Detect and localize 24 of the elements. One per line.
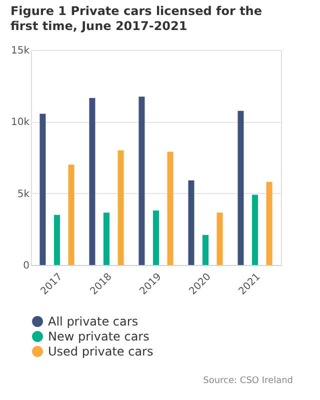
bar (40, 114, 46, 265)
y-tick-label: 5k (17, 188, 30, 200)
y-tick-label: 10k (10, 117, 30, 128)
source-note: Source: CSO Ireland (203, 376, 293, 386)
bar (202, 234, 209, 265)
bar (188, 180, 194, 265)
bar (89, 98, 96, 265)
legend-label: New private cars (48, 330, 150, 344)
bar (118, 150, 124, 265)
bar (103, 212, 110, 265)
bar (68, 164, 74, 265)
bar (252, 194, 258, 265)
chart-title: Figure 1 Private cars licensed for the first time, June 2017-2021 (10, 4, 262, 33)
y-tick-label: 0 (23, 260, 30, 272)
bar (153, 210, 159, 265)
bar (54, 214, 60, 265)
legend-label: Used private cars (48, 344, 154, 358)
bar (238, 110, 244, 265)
legend-label: All private cars (48, 314, 138, 328)
bar (167, 152, 174, 265)
bar (216, 212, 223, 265)
bar (266, 182, 272, 265)
y-tick-label: 15k (10, 46, 30, 56)
bar (138, 96, 145, 265)
